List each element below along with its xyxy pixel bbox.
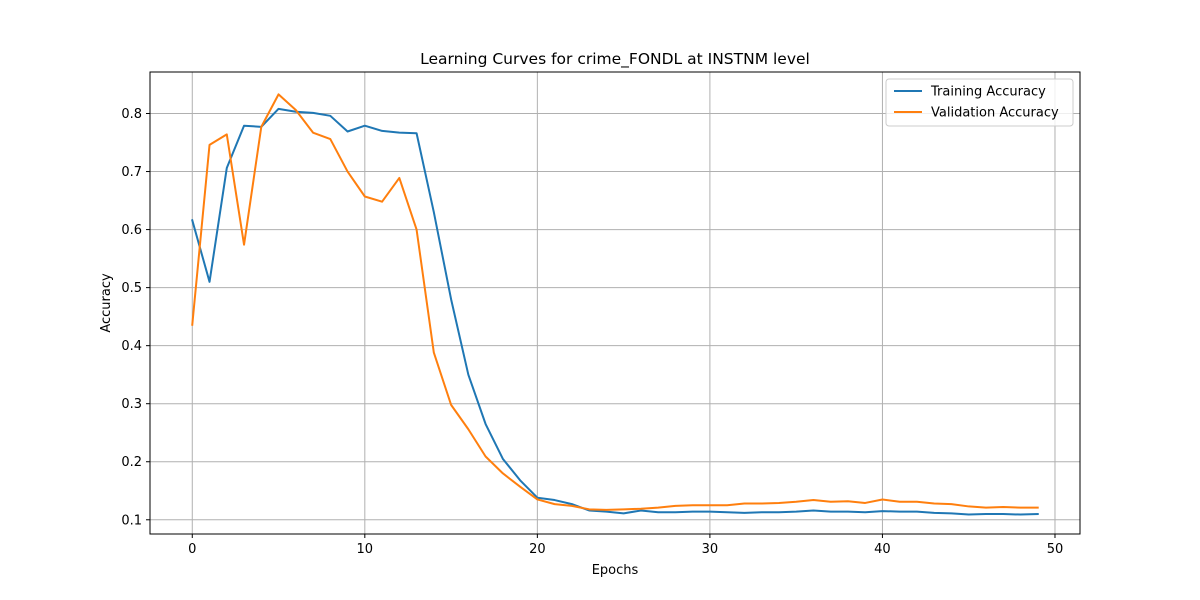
chart-title: Learning Curves for crime_FONDL at INSTN… [420, 50, 810, 69]
x-tick-label: 30 [702, 542, 719, 557]
x-tick-label: 50 [1047, 542, 1064, 557]
y-axis: 0.1 0.2 0.3 0.4 0.5 0.6 0.7 0.8 [121, 107, 150, 528]
x-tick-label: 40 [874, 542, 891, 557]
y-tick-label: 0.2 [121, 455, 142, 470]
legend: Training Accuracy Validation Accuracy [885, 78, 1074, 127]
series-lines [191, 93, 1039, 516]
y-tick-label: 0.4 [121, 339, 142, 354]
y-tick-label: 0.1 [121, 513, 142, 528]
x-axis-label: Epochs [592, 563, 639, 578]
x-axis: 0 10 20 30 40 50 [188, 534, 1063, 557]
y-tick-label: 0.3 [121, 397, 142, 412]
plot-frame [149, 71, 1081, 535]
legend-label-training-accuracy: Training Accuracy [930, 85, 1046, 100]
series-line-validation-accuracy [191, 93, 1039, 511]
x-tick-label: 20 [529, 542, 546, 557]
series-line-training-accuracy [191, 107, 1039, 516]
x-tick-label: 10 [357, 542, 374, 557]
grid [150, 72, 1080, 534]
y-tick-label: 0.8 [121, 107, 142, 122]
y-tick-label: 0.6 [121, 223, 142, 238]
y-tick-label: 0.7 [121, 165, 142, 180]
y-tick-label: 0.5 [121, 281, 142, 296]
y-axis-label: Accuracy [99, 273, 114, 333]
legend-label-validation-accuracy: Validation Accuracy [931, 106, 1059, 121]
legend-box [885, 78, 1074, 127]
x-tick-label: 0 [188, 542, 196, 557]
